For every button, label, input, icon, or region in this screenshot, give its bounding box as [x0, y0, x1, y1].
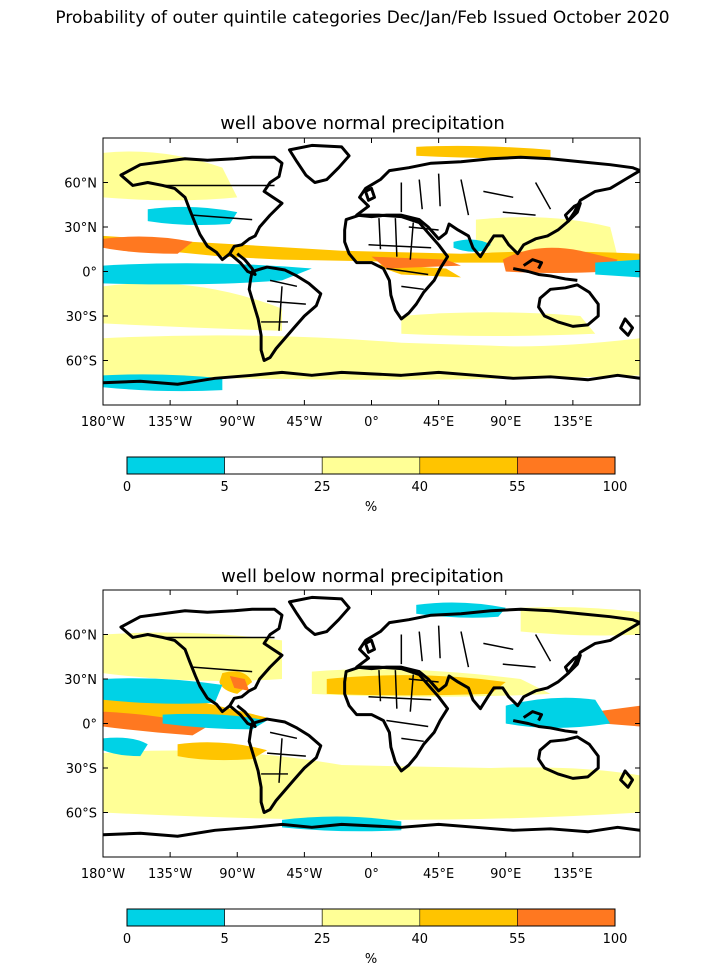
lon-label: 45°W [286, 415, 322, 430]
colorbar-tick-label: 100 [603, 932, 628, 947]
lon-label: 180°W [81, 415, 125, 430]
lon-label: 0° [364, 415, 379, 430]
colorbar-tick-label: 55 [509, 932, 526, 947]
lat-label: 30°S [66, 310, 97, 325]
colorbar-0: 0 5 25 40 55 100% [123, 456, 628, 515]
colorbar-tick-label: 40 [412, 932, 429, 947]
lon-label: 0° [364, 867, 379, 882]
colorbar-1: 0 5 25 40 55 100% [123, 908, 628, 967]
lon-label: 180°W [81, 867, 125, 882]
colorbar-segment [321, 908, 421, 927]
colorbar-unit: % [365, 952, 377, 967]
lon-label: 45°E [423, 867, 454, 882]
colorbar-frame [126, 456, 616, 475]
colorbar-tick-label: 25 [314, 480, 331, 495]
colorbar-tick-label: 100 [603, 480, 628, 495]
lon-label: 90°W [219, 867, 255, 882]
colorbar-segment [224, 456, 323, 475]
colorbar-unit: % [365, 500, 377, 515]
lat-label: 60°N [64, 629, 97, 644]
lat-label: 0° [82, 266, 97, 281]
lat-label: 30°N [64, 221, 97, 236]
lon-label: 90°W [219, 415, 255, 430]
colorbar-segment [517, 456, 616, 475]
colorbar-segment [517, 908, 616, 927]
colorbar-tick-label: 0 [123, 480, 131, 495]
lat-label: 30°S [66, 762, 97, 777]
lon-label: 90°E [490, 415, 521, 430]
colorbar-tick-label: 55 [509, 480, 526, 495]
lat-label: 60°N [64, 177, 97, 192]
lon-label: 135°E [553, 867, 593, 882]
lon-label: 45°E [423, 415, 454, 430]
map-panel-1: 60°N 30°N 0° 30°S 60°S 180°W 135°W 90°W 45°W 0° 45… [64, 589, 641, 882]
map-title-below: well below normal precipitation [221, 566, 504, 587]
colorbar-tick-label: 25 [314, 932, 331, 947]
colorbar-frame [126, 908, 616, 927]
map-panel-0: 60°N 30°N 0° 30°S 60°S 180°W 135°W 90°W 45°W 0° 45… [64, 137, 641, 430]
figure-title: Probability of outer quintile categories… [55, 8, 670, 28]
lon-label: 135°W [148, 867, 192, 882]
colorbar-tick-label: 5 [220, 480, 228, 495]
lat-label: 60°S [66, 355, 97, 370]
lon-label: 90°E [490, 867, 521, 882]
colorbar-tick-label: 5 [220, 932, 228, 947]
colorbar-tick-label: 40 [412, 480, 429, 495]
lon-label: 135°E [553, 415, 593, 430]
colorbar-segment [126, 908, 225, 927]
lat-label: 60°S [66, 807, 97, 822]
colorbar-segment [126, 456, 225, 475]
colorbar-segment [419, 908, 518, 927]
colorbar-segment [224, 908, 323, 927]
lon-label: 135°W [148, 415, 192, 430]
colorbar-tick-label: 0 [123, 932, 131, 947]
lat-label: 0° [82, 718, 97, 733]
lon-label: 45°W [286, 867, 322, 882]
map-title-above: well above normal precipitation [220, 113, 505, 134]
colorbar-segment [419, 456, 518, 475]
lat-label: 30°N [64, 673, 97, 688]
colorbar-segment [321, 456, 421, 475]
